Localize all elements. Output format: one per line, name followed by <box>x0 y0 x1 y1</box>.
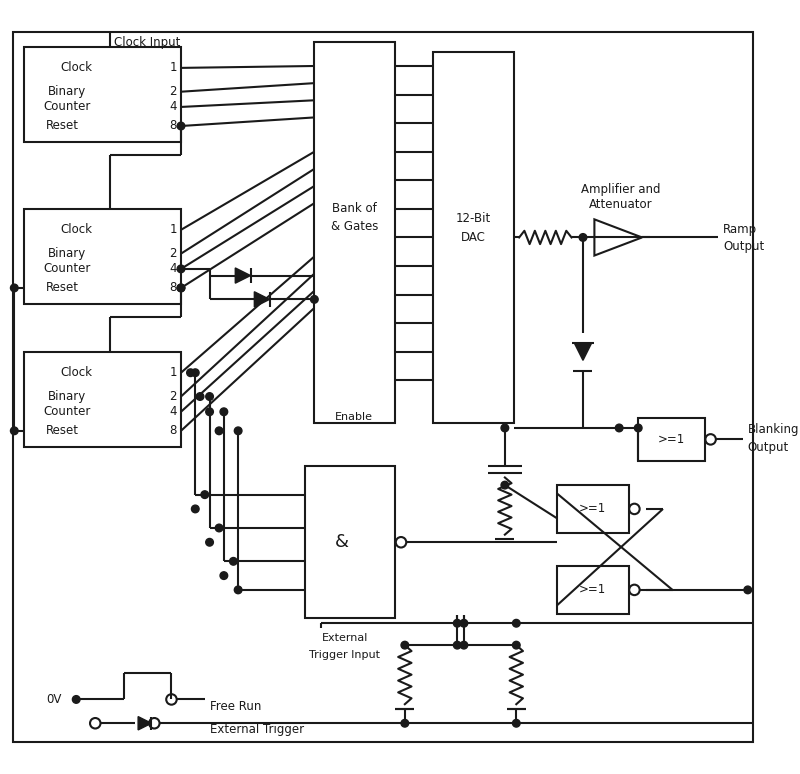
Circle shape <box>234 586 242 594</box>
Circle shape <box>454 619 461 627</box>
Polygon shape <box>254 292 270 307</box>
Text: 0V: 0V <box>46 693 62 706</box>
Text: 1: 1 <box>170 366 177 379</box>
Text: 2: 2 <box>170 247 177 260</box>
Text: Counter: Counter <box>43 262 90 276</box>
Text: 2: 2 <box>170 390 177 403</box>
Circle shape <box>513 619 520 627</box>
Text: 1: 1 <box>170 224 177 236</box>
Text: Reset: Reset <box>46 282 78 294</box>
Polygon shape <box>138 717 151 730</box>
Circle shape <box>201 491 209 498</box>
Text: Clock: Clock <box>60 224 92 236</box>
Text: 4: 4 <box>170 101 177 114</box>
Circle shape <box>460 619 468 627</box>
Text: 4: 4 <box>170 406 177 418</box>
Circle shape <box>501 424 509 432</box>
Polygon shape <box>235 268 250 283</box>
Bar <box>558 485 629 533</box>
Circle shape <box>206 392 214 400</box>
Text: Clock Input: Clock Input <box>114 36 181 49</box>
Text: 1: 1 <box>170 61 177 74</box>
Circle shape <box>10 427 18 435</box>
Text: 2: 2 <box>170 85 177 98</box>
Text: DAC: DAC <box>461 231 486 244</box>
Text: Binary: Binary <box>47 85 86 98</box>
Bar <box>434 52 514 423</box>
Text: 8: 8 <box>170 424 177 437</box>
Circle shape <box>220 572 228 580</box>
Text: 8: 8 <box>170 119 177 132</box>
Circle shape <box>206 539 214 546</box>
Text: 12-Bit: 12-Bit <box>456 212 491 225</box>
Text: 8: 8 <box>170 282 177 294</box>
Text: Counter: Counter <box>43 101 90 114</box>
Text: >=1: >=1 <box>658 433 685 446</box>
Circle shape <box>401 720 409 727</box>
Circle shape <box>634 424 642 432</box>
Text: Amplifier and: Amplifier and <box>582 183 661 197</box>
Text: Attenuator: Attenuator <box>590 197 653 211</box>
Circle shape <box>513 642 520 649</box>
Bar <box>558 566 629 614</box>
Circle shape <box>744 586 751 594</box>
Text: & Gates: & Gates <box>330 220 378 232</box>
Text: Enable: Enable <box>335 412 374 422</box>
Circle shape <box>206 408 214 416</box>
Text: >=1: >=1 <box>579 502 606 515</box>
Bar <box>305 466 395 618</box>
Text: Reset: Reset <box>46 424 78 437</box>
Circle shape <box>177 284 185 292</box>
Circle shape <box>310 296 318 303</box>
Circle shape <box>215 524 223 532</box>
Bar <box>24 209 181 304</box>
Text: Output: Output <box>723 241 764 253</box>
Text: &: & <box>335 533 349 551</box>
Circle shape <box>215 427 223 435</box>
Circle shape <box>191 369 199 376</box>
Circle shape <box>177 284 185 292</box>
Circle shape <box>579 234 586 241</box>
Circle shape <box>72 696 80 704</box>
Text: Free Run: Free Run <box>210 700 261 713</box>
Text: External Trigger: External Trigger <box>210 724 304 736</box>
Text: Clock: Clock <box>60 61 92 74</box>
Text: Counter: Counter <box>43 406 90 418</box>
Circle shape <box>615 424 623 432</box>
Text: Reset: Reset <box>46 119 78 132</box>
Circle shape <box>10 284 18 292</box>
Text: Output: Output <box>748 440 789 454</box>
Bar <box>638 419 705 461</box>
Bar <box>24 351 181 447</box>
Circle shape <box>401 642 409 649</box>
Polygon shape <box>574 343 591 361</box>
Text: Binary: Binary <box>47 247 86 260</box>
Circle shape <box>513 720 520 727</box>
Circle shape <box>454 642 461 649</box>
Text: Blanking: Blanking <box>748 423 799 437</box>
Circle shape <box>220 408 228 416</box>
Circle shape <box>234 427 242 435</box>
Text: Trigger Input: Trigger Input <box>310 649 380 659</box>
Circle shape <box>460 642 468 649</box>
Circle shape <box>191 505 199 512</box>
Text: >=1: >=1 <box>579 584 606 597</box>
Text: External: External <box>322 632 368 642</box>
Text: Binary: Binary <box>47 390 86 403</box>
Bar <box>314 42 395 423</box>
Text: 4: 4 <box>170 262 177 276</box>
Bar <box>24 47 181 142</box>
Circle shape <box>177 122 185 130</box>
Text: Bank of: Bank of <box>332 202 377 215</box>
Circle shape <box>177 265 185 272</box>
Text: Ramp: Ramp <box>723 224 757 236</box>
Circle shape <box>186 369 194 376</box>
Circle shape <box>196 392 204 400</box>
Circle shape <box>501 481 509 489</box>
Text: Clock: Clock <box>60 366 92 379</box>
Circle shape <box>230 557 237 565</box>
